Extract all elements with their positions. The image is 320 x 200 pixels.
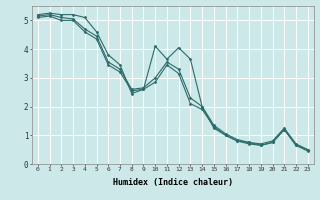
X-axis label: Humidex (Indice chaleur): Humidex (Indice chaleur)	[113, 178, 233, 187]
